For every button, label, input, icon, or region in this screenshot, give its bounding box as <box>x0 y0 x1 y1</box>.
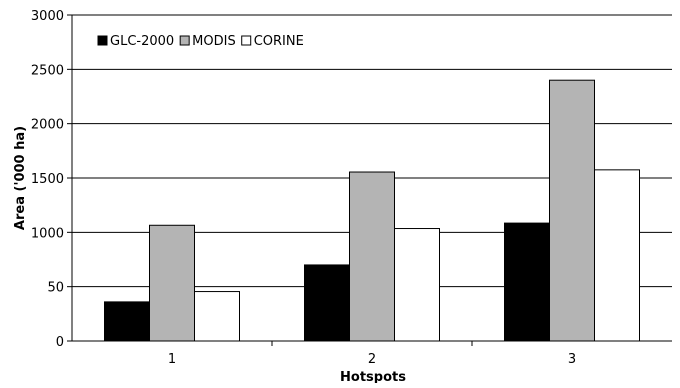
legend-item: CORINE <box>241 34 304 49</box>
bar-modis-2 <box>349 171 395 342</box>
y-tick-labels: 0 50 1000 1500 2000 2500 3000 <box>31 9 64 350</box>
bar-corine-1 <box>194 291 240 342</box>
bar-modis-1 <box>149 224 195 342</box>
y-tick-label: 50 <box>47 281 64 296</box>
x-tick-label: 3 <box>568 352 576 367</box>
axes <box>67 14 672 346</box>
y-tick-label: 2500 <box>31 63 64 78</box>
legend-swatch <box>179 35 190 46</box>
y-tick-label: 0 <box>56 335 64 350</box>
y-tick-label: 3000 <box>31 9 64 24</box>
y-tick-label: 1500 <box>31 172 64 187</box>
bar-modis-3 <box>549 79 595 342</box>
y-axis-title: Area ('000 ha) <box>13 126 28 230</box>
bars <box>104 79 640 342</box>
legend-label: CORINE <box>254 34 304 49</box>
legend-item: GLC-2000 <box>97 34 174 49</box>
y-tick-label: 2000 <box>31 118 64 133</box>
legend: GLC-2000 MODIS CORINE <box>97 34 304 49</box>
legend-label: MODIS <box>192 34 236 49</box>
x-tick-label: 1 <box>168 352 176 367</box>
bar-corine-2 <box>394 228 440 342</box>
y-tick-label: 1000 <box>31 226 64 241</box>
x-axis-title: Hotspots <box>340 370 406 383</box>
legend-label: GLC-2000 <box>110 34 174 49</box>
x-tick-label: 2 <box>368 352 376 367</box>
x-tick-labels: 1 2 3 <box>168 352 576 367</box>
legend-swatch <box>97 35 108 46</box>
bar-glc-2000-1 <box>104 301 150 342</box>
legend-swatch <box>241 35 252 46</box>
bar-glc-2000-2 <box>304 264 350 342</box>
bar-glc-2000-3 <box>504 222 550 342</box>
bar-corine-3 <box>594 169 640 342</box>
legend-item: MODIS <box>179 34 236 49</box>
